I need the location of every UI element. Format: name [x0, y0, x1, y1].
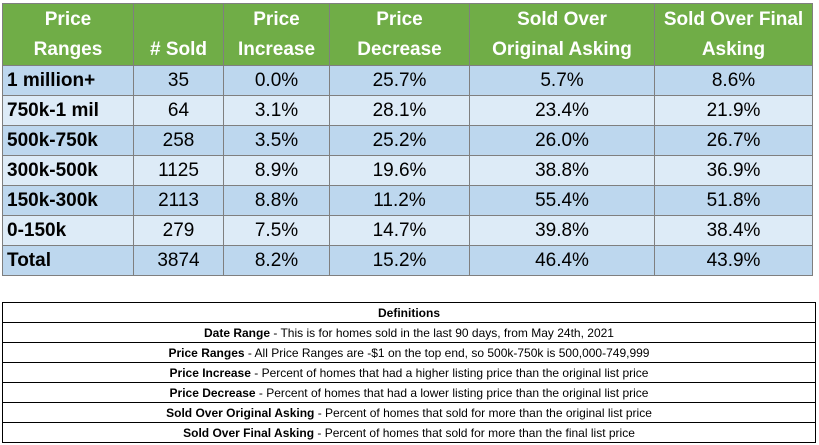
header-price-increase: Price Increase	[223, 3, 330, 66]
price-range-stats-table: Price Ranges # Sold Price Increase Price De…	[2, 3, 813, 276]
header-line: Sold Over	[517, 8, 607, 30]
num-sold-cell: 3874	[133, 245, 224, 276]
price-range-cell: 300k-500k	[2, 155, 134, 186]
header-line: Price	[44, 8, 92, 30]
price-range-cell: 0-150k	[2, 215, 134, 246]
definition-term: Price Ranges	[168, 345, 245, 360]
header-line: Decrease	[357, 38, 442, 60]
sold-over-original-cell: 23.4%	[469, 95, 655, 126]
num-sold-cell: 258	[133, 125, 224, 156]
definition-text: - Percent of homes that had a higher lis…	[250, 365, 649, 380]
num-sold-cell: 64	[133, 95, 224, 126]
table-row: 500k-750k 258 3.5% 25.2% 26.0% 26.7%	[2, 125, 813, 156]
header-line: Price	[376, 8, 423, 30]
sold-over-final-cell: 38.4%	[654, 215, 813, 246]
definition-row: Price Ranges - All Price Ranges are -$1 …	[2, 342, 816, 363]
header-line: Original Asking	[492, 38, 632, 60]
table-header-row: Price Ranges # Sold Price Increase Price De…	[2, 3, 813, 66]
num-sold-cell: 279	[133, 215, 224, 246]
sold-over-original-cell: 39.8%	[469, 215, 655, 246]
price-increase-cell: 7.5%	[223, 215, 330, 246]
definition-text: - Percent of homes that sold for more th…	[314, 405, 652, 420]
table-row: 150k-300k 2113 8.8% 11.2% 55.4% 51.8%	[2, 185, 813, 216]
header-price-decrease: Price Decrease	[329, 3, 470, 66]
price-increase-cell: 3.5%	[223, 125, 330, 156]
sold-over-original-cell: 55.4%	[469, 185, 655, 216]
definition-cell: Sold Over Final Asking - Percent of home…	[2, 422, 816, 443]
header-line: Price	[253, 8, 300, 30]
definition-term: Price Decrease	[169, 385, 256, 400]
sold-over-final-cell: 36.9%	[654, 155, 813, 186]
header-line: Increase	[237, 38, 316, 60]
definition-row: Price Increase - Percent of homes that h…	[2, 362, 816, 383]
definition-text: - Percent of homes that had a lower list…	[255, 385, 649, 400]
table-row: 300k-500k 1125 8.9% 19.6% 38.8% 36.9%	[2, 155, 813, 186]
header-sold-over-final: Sold Over Final Asking	[654, 3, 813, 66]
header-line: # Sold	[149, 39, 207, 60]
table-total-row: Total 3874 8.2% 15.2% 46.4% 43.9%	[2, 245, 813, 276]
price-decrease-cell: 14.7%	[329, 215, 470, 246]
definition-text: - This is for homes sold in the last 90 …	[270, 325, 614, 340]
price-increase-cell: 3.1%	[223, 95, 330, 126]
price-decrease-cell: 11.2%	[329, 185, 470, 216]
price-range-cell: 500k-750k	[2, 125, 134, 156]
price-range-cell: 1 million+	[2, 65, 134, 96]
sold-over-original-cell: 46.4%	[469, 245, 655, 276]
definition-cell: Price Decrease - Percent of homes that h…	[2, 382, 816, 403]
table-row: 750k-1 mil 64 3.1% 28.1% 23.4% 21.9%	[2, 95, 813, 126]
price-range-cell: Total	[2, 245, 134, 276]
price-increase-cell: 0.0%	[223, 65, 330, 96]
definition-cell: Price Increase - Percent of homes that h…	[2, 362, 816, 383]
sold-over-original-cell: 38.8%	[469, 155, 655, 186]
header-line: Sold Over Final	[663, 8, 804, 30]
sold-over-final-cell: 43.9%	[654, 245, 813, 276]
table-row: 0-150k 279 7.5% 14.7% 39.8% 38.4%	[2, 215, 813, 246]
definition-text: - Percent of homes that sold for more th…	[314, 425, 635, 440]
header-price-ranges: Price Ranges	[2, 3, 134, 66]
definition-row: Date Range - This is for homes sold in t…	[2, 322, 816, 343]
price-increase-cell: 8.9%	[223, 155, 330, 186]
table-row: 1 million+ 35 0.0% 25.7% 5.7% 8.6%	[2, 65, 813, 96]
definition-term: Price Increase	[169, 365, 251, 380]
definitions-title: Definitions	[2, 302, 816, 323]
price-decrease-cell: 28.1%	[329, 95, 470, 126]
num-sold-cell: 1125	[133, 155, 224, 186]
num-sold-cell: 2113	[133, 185, 224, 216]
sold-over-final-cell: 26.7%	[654, 125, 813, 156]
price-decrease-cell: 25.2%	[329, 125, 470, 156]
price-increase-cell: 8.8%	[223, 185, 330, 216]
definitions-table: Definitions Date Range - This is for hom…	[2, 302, 816, 443]
price-decrease-cell: 15.2%	[329, 245, 470, 276]
definition-text: - All Price Ranges are -$1 on the top en…	[244, 345, 650, 360]
header-sold-over-original: Sold Over Original Asking	[469, 3, 655, 66]
definition-cell: Price Ranges - All Price Ranges are -$1 …	[2, 342, 816, 363]
price-range-cell: 750k-1 mil	[2, 95, 134, 126]
price-increase-cell: 8.2%	[223, 245, 330, 276]
price-decrease-cell: 25.7%	[329, 65, 470, 96]
sold-over-final-cell: 21.9%	[654, 95, 813, 126]
num-sold-cell: 35	[133, 65, 224, 96]
definition-cell: Sold Over Original Asking - Percent of h…	[2, 402, 816, 423]
header-line: Ranges	[33, 38, 103, 60]
definition-row: Sold Over Original Asking - Percent of h…	[2, 402, 816, 423]
header-line: Asking	[701, 38, 766, 60]
definition-row: Price Decrease - Percent of homes that h…	[2, 382, 816, 403]
sold-over-final-cell: 51.8%	[654, 185, 813, 216]
sold-over-original-cell: 5.7%	[469, 65, 655, 96]
definition-term: Date Range	[204, 325, 271, 340]
definition-term: Sold Over Final Asking	[183, 425, 315, 440]
definitions-heading-row: Definitions	[2, 302, 816, 323]
price-range-cell: 150k-300k	[2, 185, 134, 216]
definition-cell: Date Range - This is for homes sold in t…	[2, 322, 816, 343]
price-decrease-cell: 19.6%	[329, 155, 470, 186]
sold-over-original-cell: 26.0%	[469, 125, 655, 156]
header-num-sold: # Sold	[133, 3, 224, 66]
definition-term: Sold Over Original Asking	[166, 405, 315, 420]
definition-row: Sold Over Final Asking - Percent of home…	[2, 422, 816, 443]
sold-over-final-cell: 8.6%	[654, 65, 813, 96]
